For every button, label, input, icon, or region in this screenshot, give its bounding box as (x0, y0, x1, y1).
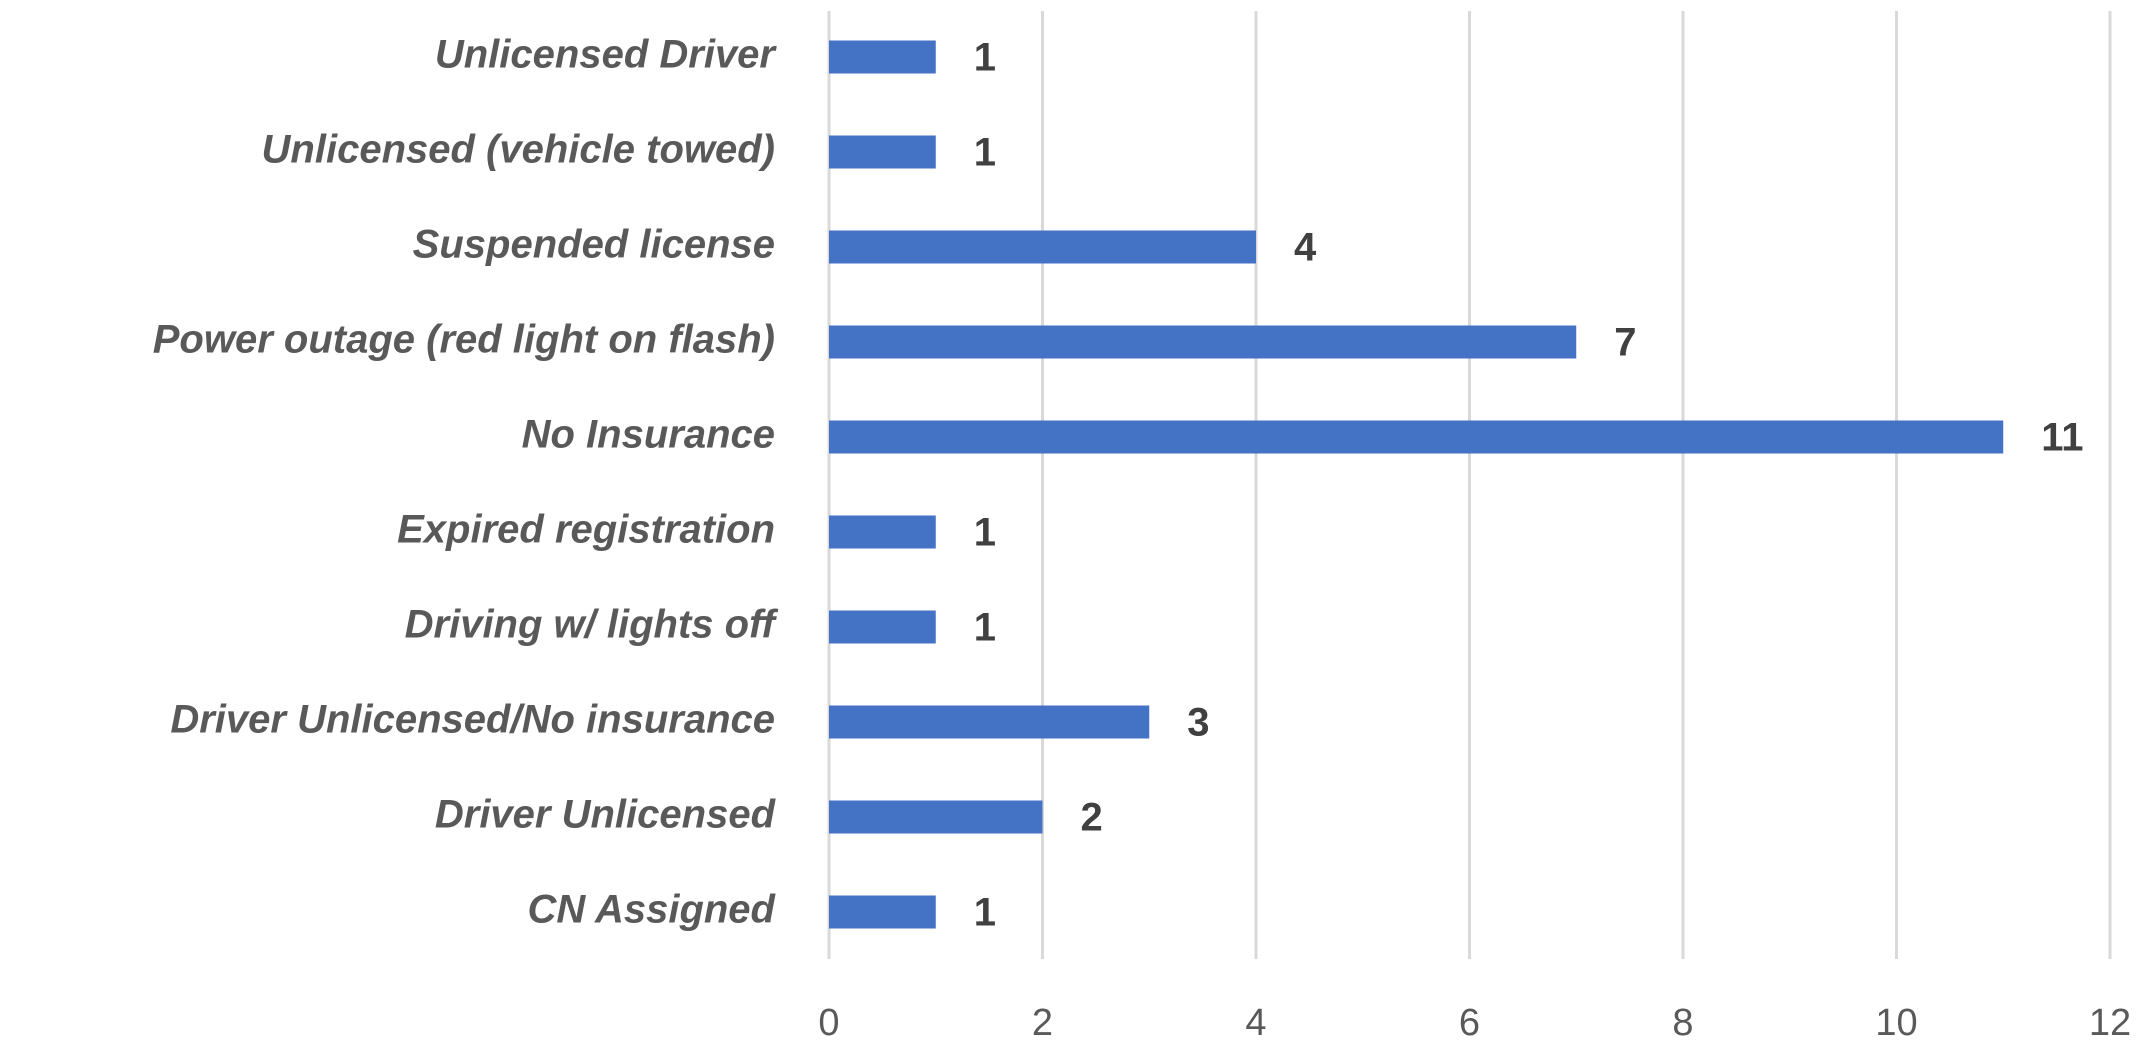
bar (829, 800, 1043, 834)
value-label: 1 (974, 511, 996, 555)
category-label: Power outage (red light on flash) (153, 318, 775, 362)
x-tick-label: 12 (2089, 1002, 2131, 1044)
category-label: Driver Unlicensed (435, 793, 777, 837)
bar (829, 515, 936, 549)
category-label: Driving w/ lights off (405, 603, 779, 647)
value-label: 1 (974, 606, 996, 650)
category-label: Expired registration (397, 508, 775, 552)
category-label: Unlicensed Driver (435, 33, 778, 77)
x-tick-label: 10 (1875, 1002, 1917, 1044)
bar (829, 705, 1150, 739)
x-tick-label: 0 (818, 1002, 839, 1044)
bar (829, 135, 936, 169)
category-label: Unlicensed (vehicle towed) (262, 128, 775, 172)
category-label: Suspended license (413, 223, 775, 267)
value-label: 1 (974, 36, 996, 80)
x-tick-label: 4 (1245, 1002, 1266, 1044)
category-label: No Insurance (522, 413, 775, 457)
value-label: 2 (1081, 796, 1103, 840)
value-label: 1 (974, 131, 996, 175)
x-tick-label: 2 (1032, 1002, 1053, 1044)
value-label: 4 (1294, 226, 1317, 270)
bar (829, 40, 936, 74)
category-label: CN Assigned (528, 888, 777, 932)
value-label: 7 (1614, 321, 1636, 365)
bar (829, 420, 2004, 454)
bar (829, 895, 936, 929)
x-tick-label: 6 (1459, 1002, 1480, 1044)
value-label: 11 (2041, 416, 2083, 460)
value-label: 1 (974, 891, 996, 935)
bar (829, 230, 1256, 264)
x-tick-label: 8 (1672, 1002, 1693, 1044)
bar (829, 325, 1577, 359)
value-label: 3 (1187, 701, 1209, 745)
bar (829, 610, 936, 644)
category-label: Driver Unlicensed/No insurance (170, 698, 775, 742)
